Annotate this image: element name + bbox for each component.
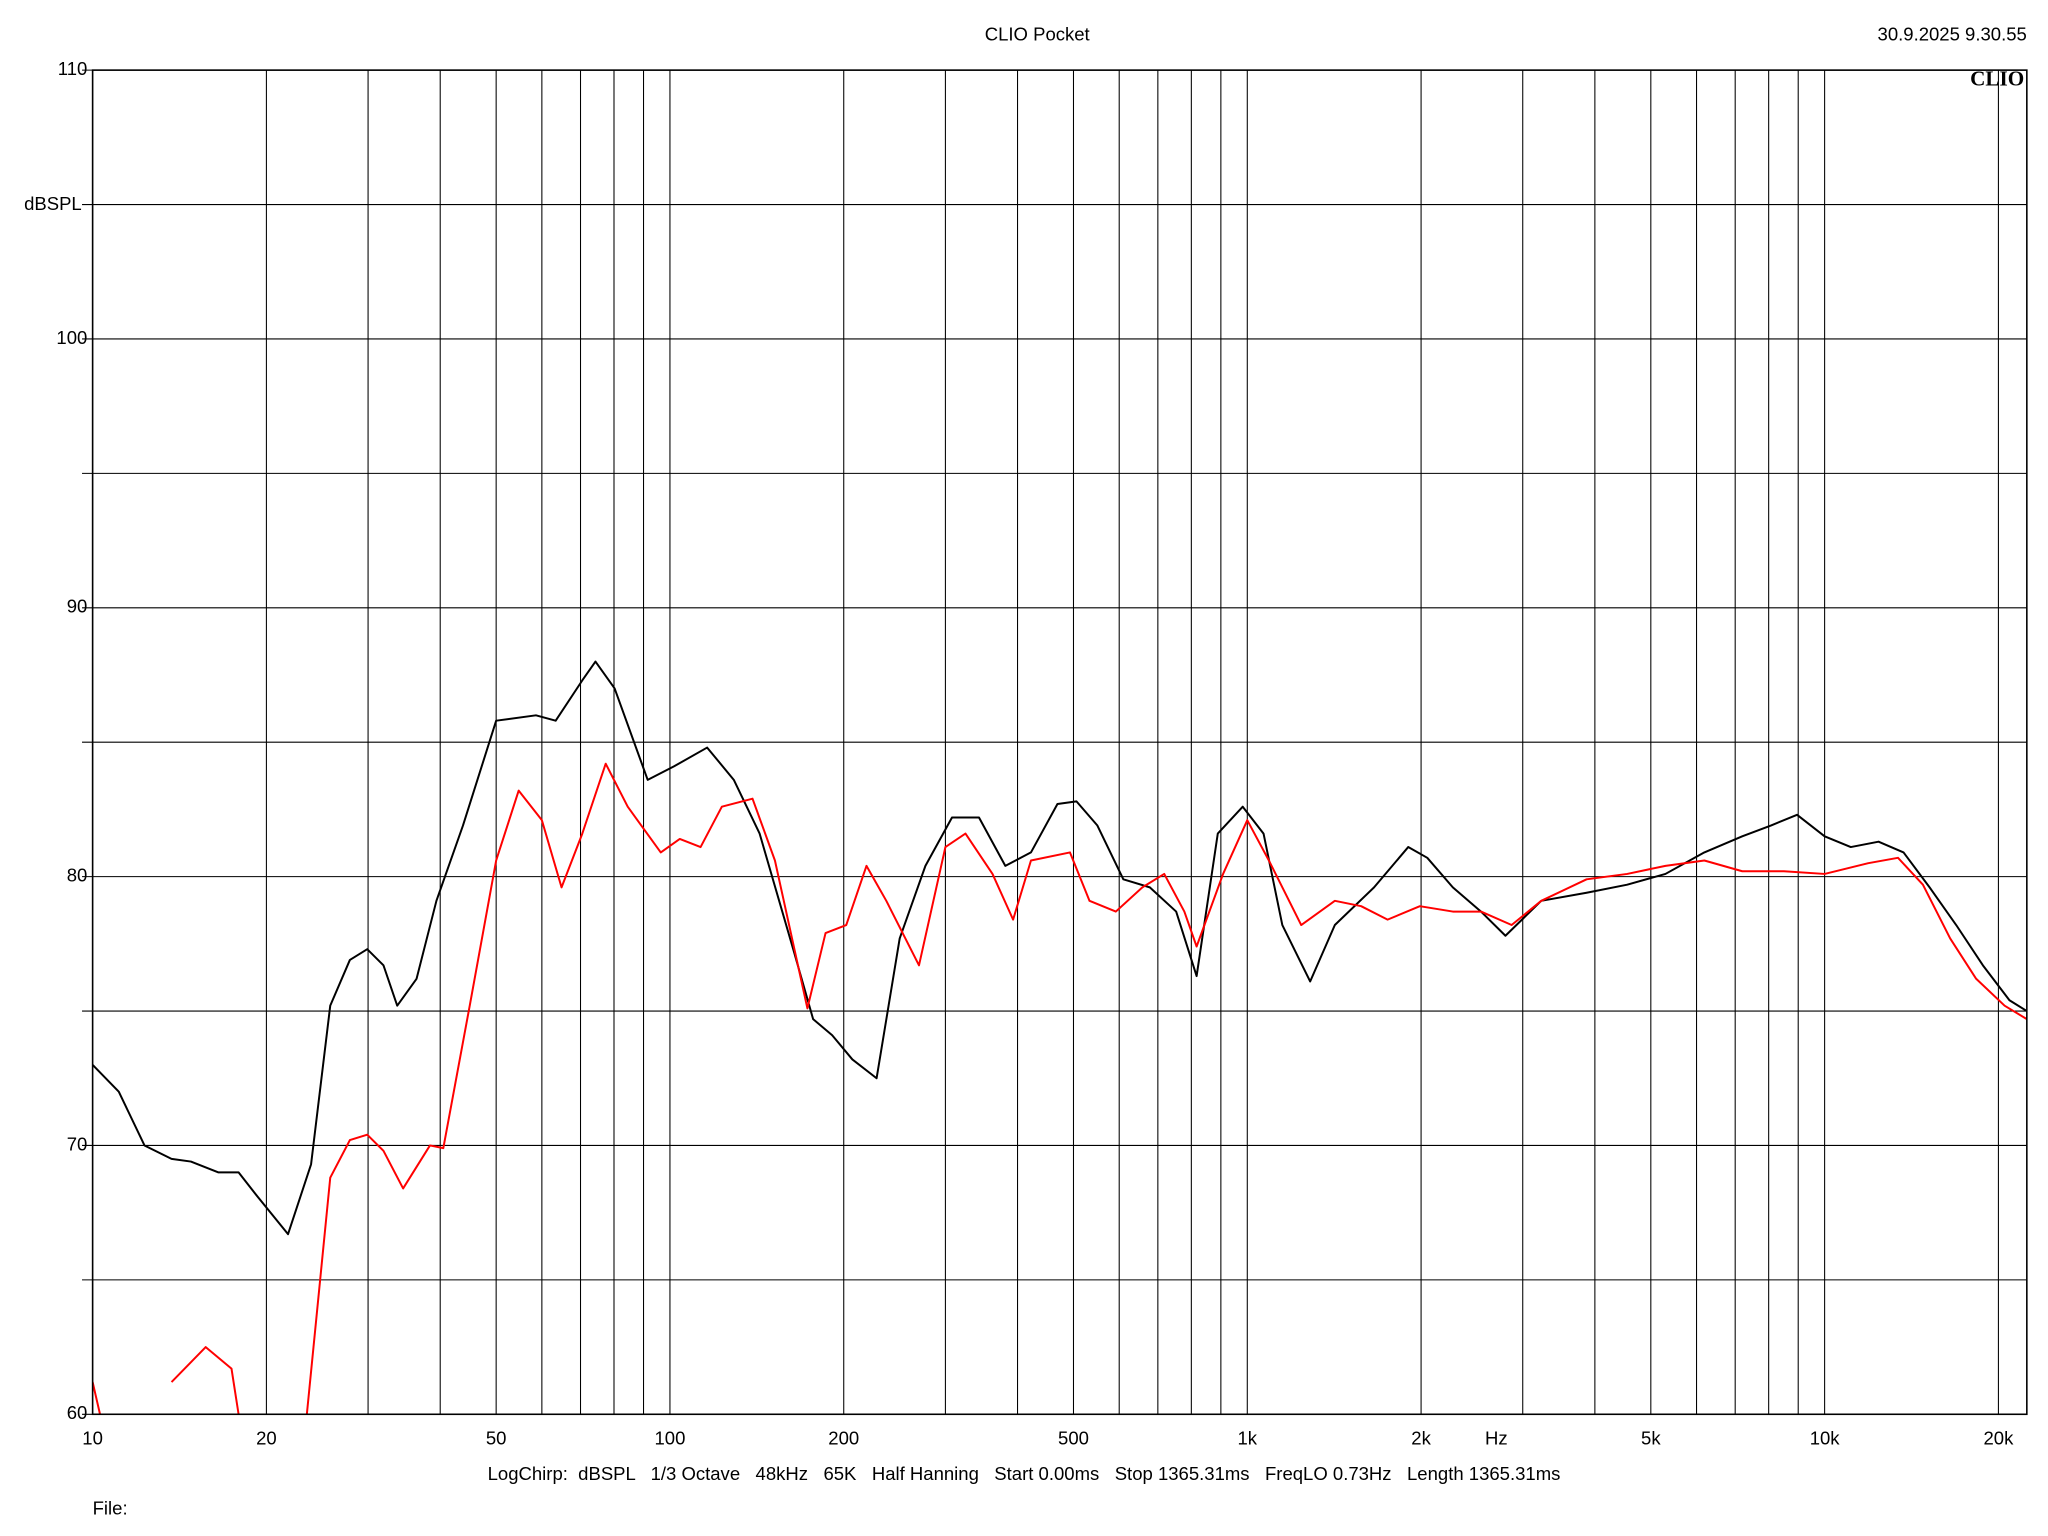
x-tick-label: 10 [82, 1427, 103, 1448]
x-tick-label: 5k [1641, 1427, 1661, 1448]
footer: LogChirp: dBSPL 1/3 Octave 48kHz 65K Hal… [488, 1463, 1561, 1484]
chart-title: CLIO Pocket [985, 24, 1091, 45]
timestamp: 30.9.2025 9.30.55 [1878, 24, 2027, 45]
y-axis-label: dBSPL [24, 193, 82, 214]
file-label: File: [93, 1497, 128, 1518]
plot-frame [91, 69, 2028, 1416]
y-tick-label: 60 [67, 1402, 88, 1423]
y-tick-label: 80 [67, 865, 88, 886]
plot-lines [92, 660, 2027, 1415]
x-tick-label: 1k [1238, 1427, 1258, 1448]
x-tick-label: 2k [1411, 1427, 1431, 1448]
y-tick-label: 110 [58, 58, 88, 79]
x-tick-label: 20 [256, 1427, 277, 1448]
x-axis-label: Hz [1485, 1427, 1508, 1448]
x-tick-label: 10k [1810, 1427, 1841, 1448]
y-tick-label: 90 [67, 596, 88, 617]
x-tick-label: 500 [1058, 1427, 1089, 1448]
y-tick-label: 100 [56, 327, 87, 348]
x-tick-label: 200 [828, 1427, 859, 1448]
x-tick-label: 20k [1983, 1427, 2014, 1448]
series-line [92, 762, 2027, 1415]
logo: CLIO [1970, 67, 2024, 91]
x-tick-label: 50 [486, 1427, 507, 1448]
x-tick-label: 100 [654, 1427, 685, 1448]
y-tick-label: 70 [67, 1133, 88, 1154]
